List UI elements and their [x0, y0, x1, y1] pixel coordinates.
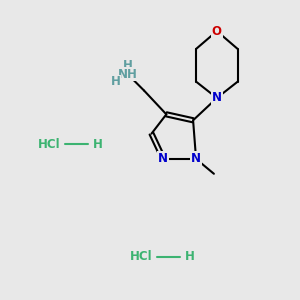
- Text: NH: NH: [118, 68, 138, 81]
- Text: H: H: [185, 250, 195, 263]
- Text: HCl: HCl: [38, 138, 60, 151]
- Text: N: N: [212, 92, 222, 104]
- Text: HCl: HCl: [130, 250, 152, 263]
- Text: N: N: [158, 152, 168, 165]
- Text: O: O: [212, 25, 222, 38]
- Text: H: H: [123, 59, 133, 72]
- Text: N: N: [191, 152, 201, 165]
- Text: H: H: [93, 138, 103, 151]
- Text: H: H: [111, 75, 121, 88]
